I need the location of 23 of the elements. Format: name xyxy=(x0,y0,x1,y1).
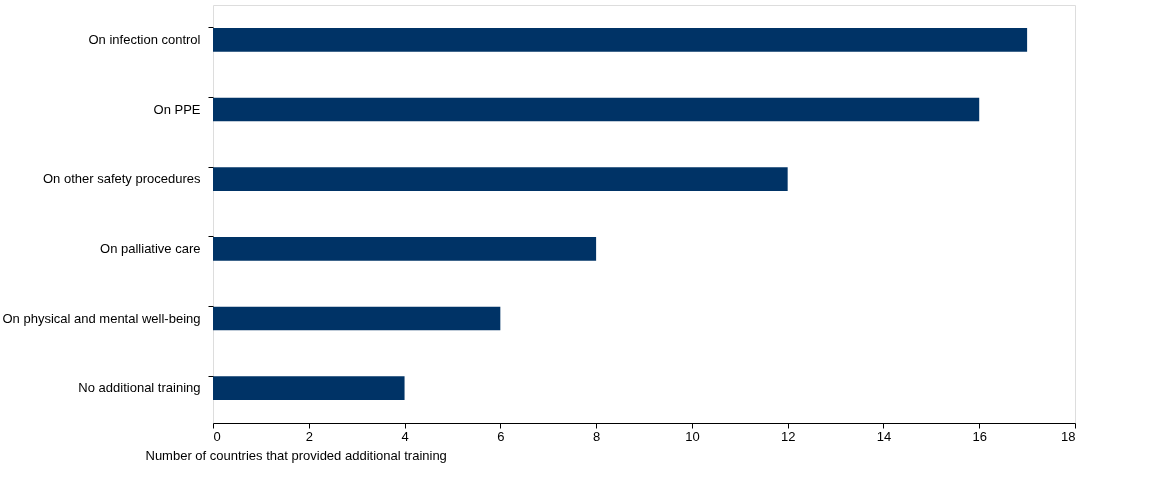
x-tick-label: 0 xyxy=(213,428,221,444)
x-tick-label: 10 xyxy=(685,428,700,444)
y-tick-label: On physical and mental well-being xyxy=(2,310,201,326)
x-tick-label: 16 xyxy=(972,428,987,444)
x-tick-label: 6 xyxy=(497,428,505,444)
x-axis-title: Number of countries that provided additional training xyxy=(145,447,447,463)
bar xyxy=(213,97,980,122)
x-tick-label: 14 xyxy=(876,428,892,444)
bar xyxy=(213,306,501,331)
x-tick-label: 2 xyxy=(305,428,313,444)
bar xyxy=(213,27,1028,52)
x-tick-label: 18 xyxy=(1061,428,1076,444)
y-tick-label: On infection control xyxy=(88,31,201,47)
x-tick-label: 4 xyxy=(401,428,409,444)
bar xyxy=(213,167,788,192)
y-tick-label: On PPE xyxy=(153,101,201,117)
x-tick-label: 12 xyxy=(780,428,796,444)
x-tick-label: 8 xyxy=(592,428,601,444)
y-tick-label: On other safety procedures xyxy=(42,171,201,187)
bar xyxy=(213,236,597,261)
y-tick-label: On palliative care xyxy=(100,240,201,256)
y-tick-label: No additional training xyxy=(78,380,201,396)
bar xyxy=(213,376,405,401)
